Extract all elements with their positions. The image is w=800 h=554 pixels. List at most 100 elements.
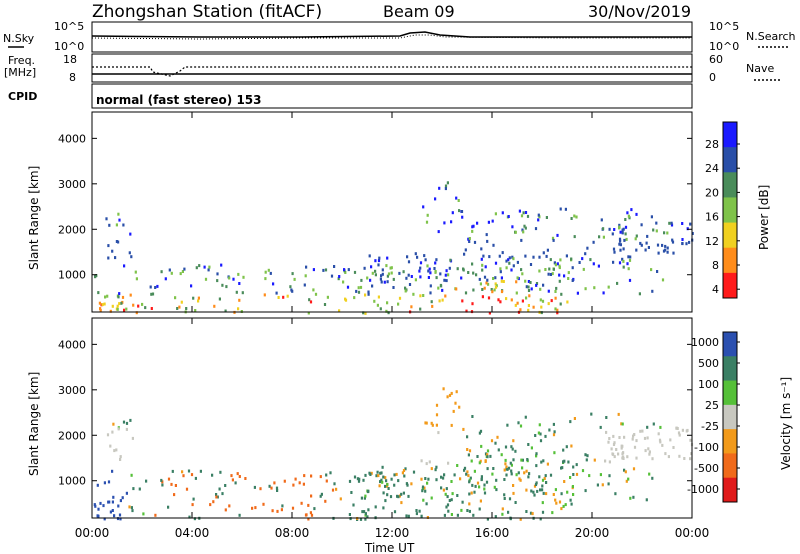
- heatmap-cell: [635, 234, 638, 238]
- heatmap-cell: [573, 214, 576, 218]
- heatmap-cell: [455, 287, 458, 291]
- heatmap-cell: [572, 465, 575, 469]
- heatmap-cell: [426, 481, 429, 485]
- heatmap-cell: [544, 268, 547, 271]
- time-tick-label: 20:00: [575, 526, 610, 540]
- heatmap-cell: [263, 293, 266, 297]
- heatmap-cell: [111, 249, 114, 253]
- heatmap-cell: [479, 459, 482, 463]
- heatmap-cell: [491, 290, 494, 294]
- heatmap-cell: [291, 272, 294, 276]
- heatmap-cell: [224, 508, 227, 512]
- heatmap-cell: [556, 308, 559, 312]
- heatmap-cell: [344, 271, 347, 274]
- heatmap-cell: [619, 248, 622, 252]
- heatmap-cell: [538, 255, 541, 259]
- heatmap-cell: [99, 307, 102, 311]
- heatmap-cell: [495, 488, 498, 492]
- heatmap-cell: [524, 415, 527, 419]
- heatmap-cell: [387, 272, 391, 276]
- heatmap-cell: [176, 307, 179, 310]
- heatmap-cell: [97, 291, 100, 295]
- heatmap-cell: [371, 284, 374, 288]
- heatmap-cell: [570, 217, 573, 220]
- heatmap-cell: [466, 470, 469, 474]
- heatmap-cell: [456, 494, 459, 497]
- heatmap-cell: [330, 274, 334, 278]
- heatmap-cell: [632, 495, 635, 499]
- heatmap-cell: [367, 489, 370, 493]
- heatmap-cell: [515, 291, 518, 295]
- heatmap-cell: [424, 421, 427, 425]
- velocity-panel-frame: [91, 317, 693, 519]
- heatmap-cell: [447, 273, 450, 277]
- heatmap-cell: [238, 298, 241, 302]
- heatmap-cell: [671, 238, 674, 242]
- heatmap-cell: [562, 460, 565, 464]
- heatmap-cell: [509, 517, 512, 521]
- heatmap-cell: [167, 505, 170, 509]
- heatmap-cell: [389, 266, 392, 270]
- heatmap-cell: [539, 432, 542, 436]
- heatmap-cell: [627, 214, 630, 218]
- heatmap-cell: [483, 491, 487, 495]
- heatmap-cell: [582, 267, 585, 271]
- heatmap-cell: [555, 286, 558, 290]
- heatmap-cell: [689, 438, 692, 442]
- heatmap-cell: [512, 257, 515, 261]
- heatmap-cell: [211, 473, 214, 477]
- heatmap-cell: [219, 470, 222, 474]
- heatmap-cell: [462, 427, 465, 431]
- heatmap-cell: [535, 282, 539, 285]
- heatmap-cell: [185, 487, 189, 491]
- heatmap-cell: [471, 302, 474, 306]
- colorbar-tick-label: -100: [694, 441, 719, 454]
- heatmap-cell: [651, 476, 654, 480]
- heatmap-cell: [507, 258, 510, 262]
- heatmap-cell: [524, 279, 527, 283]
- heatmap-cell: [619, 230, 622, 234]
- y-tick-label: 4000: [58, 338, 86, 351]
- heatmap-cell: [602, 291, 605, 295]
- heatmap-cell: [537, 213, 540, 217]
- heatmap-cell: [525, 510, 528, 513]
- heatmap-cell: [370, 471, 373, 475]
- heatmap-cell: [262, 502, 265, 506]
- heatmap-cell: [624, 225, 628, 229]
- heatmap-cell: [560, 292, 563, 296]
- heatmap-cell: [473, 490, 476, 494]
- heatmap-cell: [267, 268, 270, 272]
- heatmap-cell: [357, 286, 360, 290]
- heatmap-cell: [510, 472, 513, 476]
- heatmap-cell: [400, 501, 403, 505]
- cpid-label: CPID: [8, 90, 37, 103]
- heatmap-cell: [398, 494, 401, 498]
- heatmap-cell: [390, 477, 393, 481]
- heatmap-cell: [607, 482, 610, 486]
- heatmap-cell: [348, 479, 352, 483]
- heatmap-cell: [104, 295, 107, 299]
- heatmap-cell: [540, 460, 543, 464]
- power-panel-frame: [91, 111, 693, 313]
- heatmap-cell: [496, 435, 499, 439]
- heatmap-cell: [533, 493, 536, 497]
- heatmap-cell: [559, 207, 562, 211]
- heatmap-cell: [173, 493, 176, 497]
- heatmap-cell: [638, 292, 641, 296]
- nsearch-trace: [91, 34, 692, 40]
- heatmap-cell: [618, 225, 621, 229]
- heatmap-cell: [215, 495, 218, 499]
- heatmap-cell: [469, 476, 472, 480]
- heatmap-cell: [613, 441, 616, 445]
- colorbar-swatch: [723, 122, 737, 148]
- heatmap-cell: [530, 446, 533, 450]
- heatmap-cell: [362, 478, 365, 482]
- heatmap-cell: [586, 246, 589, 250]
- heatmap-cell: [188, 515, 191, 519]
- heatmap-cell: [181, 270, 184, 273]
- heatmap-cell: [347, 268, 350, 272]
- heatmap-cell: [442, 488, 445, 492]
- y-tick-label: 2000: [58, 429, 86, 442]
- colorbar-swatch: [723, 222, 737, 249]
- heatmap-cell: [553, 430, 556, 434]
